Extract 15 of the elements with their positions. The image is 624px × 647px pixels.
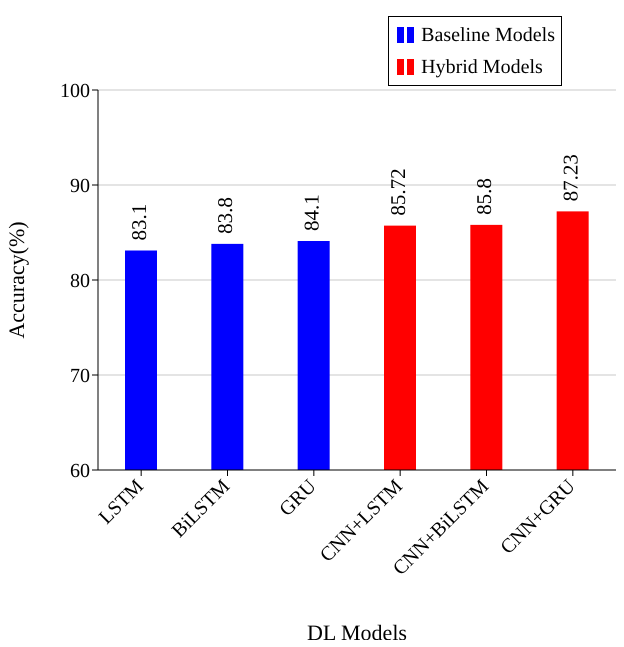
data-label: 85.8 xyxy=(472,178,496,215)
x-axis-title: DL Models xyxy=(306,620,408,645)
data-label: 85.72 xyxy=(386,168,410,216)
y-axis-title: Accuracy(%) xyxy=(4,221,29,339)
y-tick-label: 60 xyxy=(70,460,90,482)
data-label: 87.23 xyxy=(558,154,582,202)
y-tick-label: 80 xyxy=(70,270,90,292)
data-label: 83.1 xyxy=(126,204,151,241)
data-label: 83.8 xyxy=(213,197,238,234)
y-tick-label: 100 xyxy=(60,80,90,102)
y-tick-label: 90 xyxy=(70,175,90,198)
legend-label: Baseline Models xyxy=(421,24,555,46)
legend-label: Hybrid Models xyxy=(421,56,543,78)
data-label: 84.1 xyxy=(299,194,324,232)
y-tick-label: 70 xyxy=(70,365,90,388)
